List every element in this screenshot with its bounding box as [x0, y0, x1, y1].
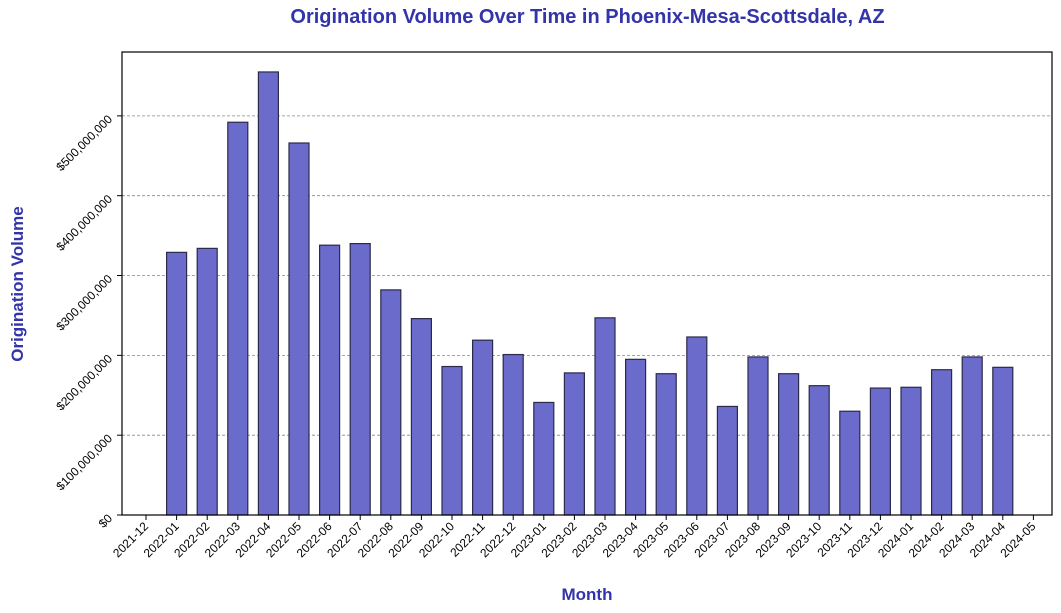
bar-2022-10 — [441, 365, 463, 516]
bar-2024-02 — [930, 369, 953, 516]
bar-2023-09 — [777, 373, 800, 516]
bar-2022-08 — [380, 289, 402, 516]
bar-2024-04 — [992, 366, 1014, 516]
x-axis-title: Month — [562, 585, 613, 604]
y-tick-label: $400,000,000 — [53, 192, 115, 254]
bar-2023-08 — [747, 356, 769, 516]
plot-frame — [121, 51, 1053, 516]
y-tick-label: $200,000,000 — [53, 351, 115, 413]
bar-2022-02 — [196, 247, 218, 516]
bar-2022-04 — [257, 71, 279, 516]
bar-2023-10 — [808, 385, 830, 516]
y-tick-label: $0 — [96, 511, 116, 531]
bar-2022-01 — [166, 251, 188, 516]
bar-2024-03 — [961, 356, 983, 516]
bars-layer — [166, 71, 1014, 516]
bar-2023-06 — [686, 336, 708, 516]
y-tick-label: $100,000,000 — [53, 431, 115, 493]
bar-2023-04 — [624, 358, 647, 516]
bar-2023-03 — [594, 317, 616, 516]
grid-layer — [122, 115, 1052, 436]
bar-2023-02 — [563, 372, 586, 516]
bar-2023-07 — [716, 405, 739, 516]
bar-2022-07 — [349, 242, 371, 516]
y-axis-title: Origination Volume — [8, 206, 27, 362]
bar-2022-11 — [472, 339, 494, 516]
y-axis: $0 $100,000,000 $200,000,000 $300,000,000 $4… — [53, 112, 122, 531]
bar-2024-01 — [900, 386, 922, 516]
bar-2023-05 — [655, 373, 677, 516]
bar-2022-06 — [319, 244, 341, 516]
chart-title: Origination Volume Over Time in Phoenix-… — [290, 6, 885, 28]
bar-2022-12 — [502, 353, 524, 516]
x-axis: 2021-122022-012022-022022-032022-042022-… — [110, 515, 1039, 560]
y-tick-label: $500,000,000 — [53, 112, 115, 174]
bar-2022-05 — [288, 142, 310, 516]
bar-2023-11 — [839, 410, 861, 516]
bar-2023-01 — [533, 401, 555, 516]
bar-2022-03 — [227, 121, 249, 516]
bar-2023-12 — [869, 387, 892, 516]
y-tick-label: $300,000,000 — [53, 272, 115, 334]
bar-2022-09 — [410, 318, 432, 516]
